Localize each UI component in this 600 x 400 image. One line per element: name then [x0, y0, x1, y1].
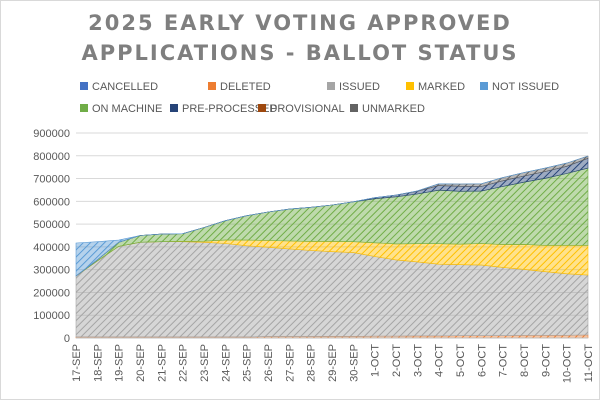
x-tick-label: 19-SEP [114, 344, 126, 382]
legend-swatch-provisional [258, 104, 266, 112]
x-tick-label: 3-OCT [412, 344, 424, 377]
legend-label-deleted: DELETED [220, 81, 271, 93]
legend-item-marked: MARKED [406, 80, 465, 94]
legend-label-pre-processed: PRE-PROCESSED [182, 103, 278, 115]
legend-swatch-cancelled [80, 82, 88, 90]
x-tick-label: 26-SEP [263, 344, 275, 382]
legend-swatch-marked [406, 82, 414, 90]
x-tick-label: 29-SEP [327, 344, 339, 382]
y-tick-label: 600000 [33, 196, 70, 208]
chart-title-line-1: 2025 EARLY VOTING APPROVED [88, 11, 512, 35]
x-tick-label: 30-SEP [348, 344, 360, 382]
x-axis-ticks: 17-SEP 18-SEP 19-SEP 20-SEP 21-SEP 22-SEP 23-S… [71, 344, 595, 383]
legend-label-on-machine: ON MACHINE [92, 103, 163, 115]
legend-label-issued: ISSUED [339, 81, 380, 93]
y-tick-label: 200000 [33, 287, 70, 299]
area-not-issued [75, 155, 589, 277]
x-tick-label: 5-OCT [455, 344, 467, 377]
legend-swatch-issued [327, 82, 335, 90]
legend-item-unmarked: UNMARKED [350, 102, 425, 116]
legend-swatch-on-machine [80, 104, 88, 112]
y-tick-label: 900000 [33, 128, 70, 140]
x-tick-label: 21-SEP [156, 344, 168, 382]
x-tick-label: 28-SEP [306, 344, 318, 382]
y-tick-label: 700000 [33, 174, 70, 186]
x-tick-label: 10-OCT [562, 344, 574, 383]
y-tick-label: 300000 [33, 265, 70, 277]
chart-title-line-2: APPLICATIONS - BALLOT STATUS [81, 41, 519, 65]
x-tick-label: 8-OCT [519, 344, 531, 377]
legend-label-provisional: PROVISIONAL [270, 103, 345, 115]
x-tick-label: 17-SEP [71, 344, 83, 382]
x-tick-label: 20-SEP [135, 344, 147, 382]
area-series [75, 155, 589, 339]
legend-label-unmarked: UNMARKED [362, 103, 425, 115]
x-tick-label: 11-OCT [583, 344, 595, 383]
legend-item-cancelled: CANCELLED [80, 80, 158, 94]
legend-swatch-not-issued [480, 82, 488, 90]
y-tick-label: 0 [64, 333, 70, 345]
x-tick-label: 18-SEP [92, 344, 104, 382]
legend-item-pre-processed: PRE-PROCESSED [170, 102, 277, 116]
legend-swatch-unmarked [350, 104, 358, 112]
legend-swatch-pre-processed [170, 104, 178, 112]
x-tick-label: 7-OCT [498, 344, 510, 377]
x-tick-label: 6-OCT [476, 344, 488, 377]
y-tick-label: 500000 [33, 219, 70, 231]
x-tick-label: 4-OCT [434, 344, 446, 377]
x-tick-label: 22-SEP [178, 344, 190, 382]
y-axis-ticks: 0 100000 200000 300000 400000 500000 600000 700… [33, 128, 70, 345]
legend-item-issued: ISSUED [327, 80, 380, 94]
legend-label-cancelled: CANCELLED [92, 81, 159, 93]
x-tick-label: 9-OCT [540, 344, 552, 377]
legend-item-provisional: PROVISIONAL [258, 102, 345, 116]
x-tick-label: 25-SEP [242, 344, 254, 382]
legend-label-not-issued: NOT ISSUED [492, 81, 560, 93]
x-tick-label: 2-OCT [391, 344, 403, 377]
chart-title: 2025 EARLY VOTING APPROVED APPLICATIONS … [0, 8, 600, 68]
x-tick-label: 23-SEP [199, 344, 211, 382]
x-tick-label: 1-OCT [370, 344, 382, 377]
y-tick-label: 800000 [33, 151, 70, 163]
y-tick-label: 100000 [33, 310, 70, 322]
legend-label-marked: MARKED [418, 81, 466, 93]
y-tick-label: 400000 [33, 242, 70, 254]
legend-item-not-issued: NOT ISSUED [480, 80, 559, 94]
x-tick-label: 24-SEP [220, 344, 232, 382]
legend-swatch-deleted [208, 82, 216, 90]
x-tick-label: 27-SEP [284, 344, 296, 382]
legend-item-on-machine: ON MACHINE [80, 102, 162, 116]
legend-item-deleted: DELETED [208, 80, 271, 94]
